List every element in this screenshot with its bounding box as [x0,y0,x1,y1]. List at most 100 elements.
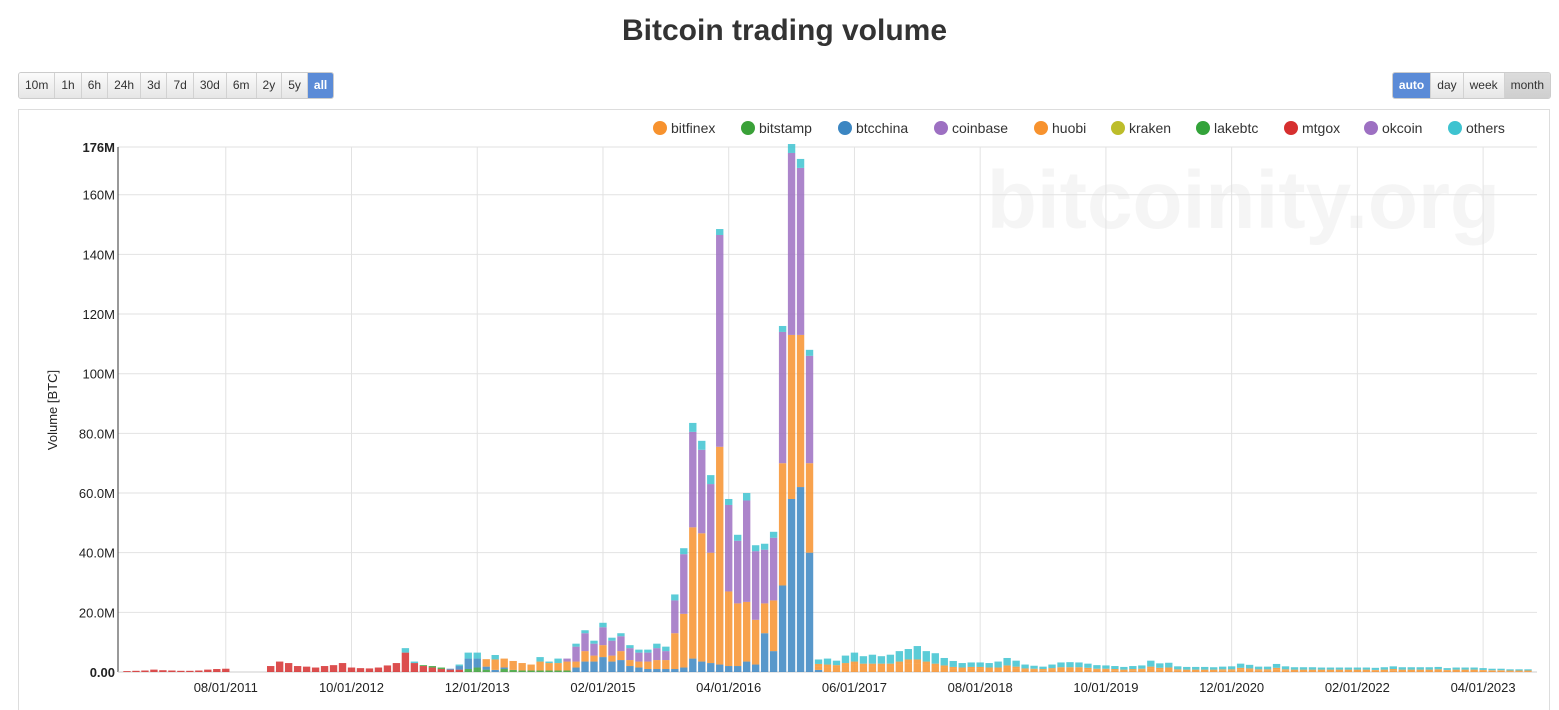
bar-segment-huobi [1290,669,1299,671]
bar-segment-others [662,646,670,652]
bar-segment-others [1003,657,1011,666]
bar-segment-okcoin [716,234,724,447]
bar-segment-others [1380,667,1389,670]
aggregation-button-day[interactable]: day [1431,73,1464,98]
bar-segment-others [976,662,984,667]
bar-segment-huobi [1192,669,1200,671]
bar-segment-huobi [698,533,706,662]
bar-segment-mtgox [222,668,230,672]
bar-segment-bitfinex [922,664,930,672]
aggregation-button-week[interactable]: week [1463,73,1505,98]
bar-segment-huobi [1057,667,1065,670]
bar-segment-huobi [671,633,679,670]
bar-segment-huobi [1210,669,1218,671]
bar-segment-btcchina [698,661,706,672]
range-button-10m[interactable]: 10m [19,73,56,98]
bar-segment-huobi [1452,669,1460,671]
bar-segment-bitstamp [509,669,517,672]
bar-segment-huobi [536,661,544,671]
bar-segment-bitfinex [1317,670,1326,672]
bar-segment-bitfinex [1156,669,1164,672]
bar-segment-others [742,493,751,501]
legend-label-bitstamp: bitstamp [759,120,812,136]
bar-segment-huobi [1398,669,1406,671]
legend-label-others: others [1466,120,1505,136]
bar-segment-bitfinex [868,666,877,672]
bar-segment-huobi [769,600,778,652]
bar-segment-mtgox [195,670,203,672]
bar-segment-huobi [931,663,939,667]
bar-segment-huobi [1183,669,1191,671]
bar-segment-bitfinex [958,669,966,672]
range-button-24h[interactable]: 24h [108,73,142,98]
aggregation-button-month[interactable]: month [1504,73,1550,98]
legend-marker-okcoin [1364,121,1378,135]
bar-segment-mtgox [293,666,302,672]
range-button-30d[interactable]: 30d [193,73,227,98]
bar-segment-btcchina [725,666,733,672]
bar-segment-bitfinex [1245,669,1254,672]
bar-segment-bitstamp [545,670,553,672]
bar-segment-huobi [1245,668,1254,670]
bar-segment-bitfinex [1524,671,1532,672]
bar-segment-others [1524,669,1532,671]
bar-segment-others [778,325,787,332]
bar-segment-others [931,653,939,664]
bar-segment-btcchina [751,664,760,672]
bar-segment-bitstamp [563,670,571,672]
aggregation-button-auto[interactable]: auto [1392,73,1432,98]
bar-segment-huobi [751,619,760,665]
bar-segment-others [1461,667,1469,670]
bar-segment-btcchina [805,552,814,672]
bar-segment-bitfinex [859,666,868,672]
range-button-6m[interactable]: 6m [226,73,257,98]
bar-segment-others [1057,662,1065,668]
bar-segment-others [769,531,778,538]
bar-segment-bitfinex [1084,669,1092,672]
bar-segment-mtgox [392,663,401,672]
bar-segment-huobi [1299,669,1308,671]
range-button-6h[interactable]: 6h [81,73,109,98]
bar-segment-okcoin [662,651,670,661]
bar-segment-mtgox [311,667,320,672]
bar-segment-huobi [904,659,913,664]
range-button-1h[interactable]: 1h [55,73,82,98]
bar-segment-bitfinex [1192,670,1200,672]
bar-segment-bitfinex [913,663,921,672]
range-button-5y[interactable]: 5y [282,73,308,98]
bar-segment-bitfinex [1272,669,1281,672]
bar-segment-others [841,655,850,664]
bar-segment-bitfinex [1263,670,1272,672]
bar-segment-others [671,594,679,601]
bar-segment-okcoin [653,648,661,661]
bar-segment-bitfinex [1470,670,1478,672]
range-button-2y[interactable]: 2y [256,73,283,98]
bar-segment-btcchina [778,585,787,672]
bar-segment-huobi [563,661,571,671]
bar-segment-huobi [814,663,823,667]
bar-segment-huobi [1102,668,1110,670]
bar-segment-bitfinex [823,667,832,672]
legend-label-btcchina: btcchina [856,120,908,136]
bar-segment-huobi [913,659,921,664]
range-button-3d[interactable]: 3d [141,73,168,98]
bar-segment-bitfinex [1012,668,1020,672]
x-tick-label: 04/01/2016 [696,680,761,695]
range-button-7d[interactable]: 7d [167,73,194,98]
bar-segment-others [491,654,499,660]
bar-segment-bitfinex [1452,670,1460,672]
y-tick-label: 176M [82,140,115,155]
bar-segment-bitstamp [500,669,508,672]
bar-segment-huobi [617,651,625,661]
bar-segment-others [1093,665,1101,669]
bar-segment-others [1245,664,1254,669]
legend-marker-others [1448,121,1462,135]
bar-segment-bitfinex [1407,670,1415,672]
bar-segment-others [608,637,616,641]
bar-segment-others [751,545,760,552]
bar-segment-others [1210,667,1218,670]
bar-segment-bitfinex [1066,669,1074,672]
y-tick-label: 160M [82,188,115,203]
range-button-all[interactable]: all [307,73,334,98]
bar-segment-others [1156,663,1164,668]
